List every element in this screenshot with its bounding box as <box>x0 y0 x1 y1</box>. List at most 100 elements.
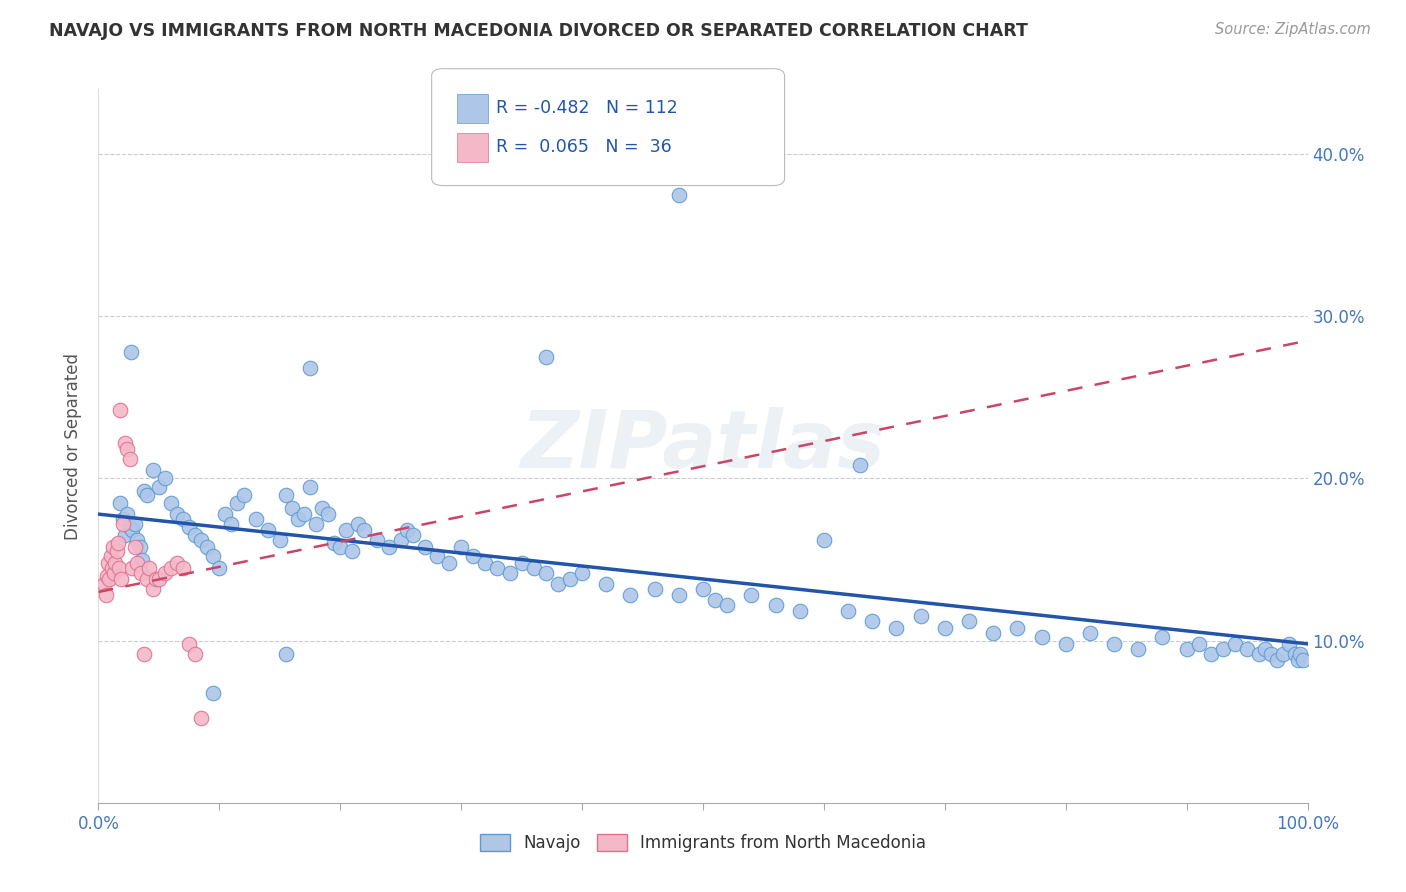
Point <box>765 598 787 612</box>
Point <box>486 560 509 574</box>
Point <box>849 458 872 473</box>
Point <box>1267 653 1289 667</box>
Text: R = -0.482   N = 112: R = -0.482 N = 112 <box>496 99 678 118</box>
Y-axis label: Divorced or Separated: Divorced or Separated <box>65 352 83 540</box>
Point <box>160 560 183 574</box>
Point <box>789 604 811 618</box>
Legend: Navajo, Immigrants from North Macedonia: Navajo, Immigrants from North Macedonia <box>472 827 934 859</box>
Point <box>98 572 121 586</box>
Point <box>108 496 131 510</box>
Point <box>1292 653 1315 667</box>
Point <box>523 560 546 574</box>
Point <box>571 566 593 580</box>
Point <box>437 556 460 570</box>
Point <box>1236 641 1258 656</box>
Point <box>100 560 122 574</box>
Point <box>1278 637 1301 651</box>
Point <box>97 556 120 570</box>
Point <box>1223 637 1246 651</box>
Point <box>179 637 201 651</box>
Point <box>704 593 727 607</box>
Point <box>134 647 156 661</box>
Point <box>121 560 143 574</box>
Point <box>121 524 143 538</box>
Point <box>323 536 346 550</box>
Point <box>886 621 908 635</box>
Point <box>94 588 117 602</box>
Point <box>202 549 225 564</box>
Point <box>1289 647 1312 661</box>
Point <box>1284 647 1306 661</box>
Point <box>148 479 170 493</box>
Point <box>740 588 762 602</box>
Point <box>214 507 236 521</box>
Point <box>232 488 254 502</box>
Point <box>135 572 157 586</box>
Point <box>1054 637 1077 651</box>
Point <box>269 533 291 547</box>
Point <box>1212 641 1234 656</box>
Point <box>166 507 188 521</box>
Point <box>413 540 436 554</box>
Point <box>111 512 134 526</box>
Point <box>179 520 201 534</box>
Point <box>281 500 304 515</box>
Point <box>692 582 714 596</box>
Point <box>342 544 364 558</box>
Point <box>108 403 131 417</box>
Point <box>190 533 212 547</box>
Point <box>117 442 139 457</box>
Point <box>142 463 165 477</box>
Point <box>108 560 131 574</box>
Point <box>127 556 149 570</box>
Point <box>668 588 690 602</box>
Point <box>957 614 980 628</box>
Point <box>366 533 388 547</box>
Point <box>202 685 225 699</box>
Point <box>335 524 357 538</box>
Point <box>129 566 152 580</box>
Point <box>120 345 142 359</box>
Point <box>1249 647 1271 661</box>
Point <box>299 479 322 493</box>
Point <box>118 520 141 534</box>
Point <box>107 536 129 550</box>
Point <box>1128 641 1150 656</box>
Point <box>117 507 139 521</box>
Point <box>305 516 328 531</box>
Point <box>644 582 666 596</box>
Point <box>287 512 309 526</box>
Point <box>148 572 170 586</box>
Point <box>274 488 297 502</box>
Point <box>402 528 425 542</box>
Point <box>172 560 194 574</box>
Text: ZIPatlas: ZIPatlas <box>520 407 886 485</box>
Point <box>153 471 176 485</box>
Point <box>114 435 136 450</box>
Point <box>93 577 115 591</box>
Point <box>1175 641 1198 656</box>
Text: R =  0.065   N =  36: R = 0.065 N = 36 <box>496 138 672 156</box>
Text: NAVAJO VS IMMIGRANTS FROM NORTH MACEDONIA DIVORCED OR SEPARATED CORRELATION CHAR: NAVAJO VS IMMIGRANTS FROM NORTH MACEDONI… <box>49 22 1028 40</box>
Point <box>104 556 127 570</box>
Point <box>981 625 1004 640</box>
Point <box>534 350 557 364</box>
Point <box>128 540 150 554</box>
Point <box>292 507 315 521</box>
Point <box>316 507 339 521</box>
Point <box>299 361 322 376</box>
Point <box>1007 621 1029 635</box>
Point <box>329 540 352 554</box>
Point <box>142 582 165 596</box>
Point <box>1286 653 1309 667</box>
Point <box>498 566 520 580</box>
Point <box>101 540 124 554</box>
Point <box>547 577 569 591</box>
Point <box>595 577 617 591</box>
Point <box>619 588 641 602</box>
Point <box>118 452 141 467</box>
Point <box>463 549 485 564</box>
Point <box>716 598 738 612</box>
Point <box>96 568 118 582</box>
Point <box>1199 647 1222 661</box>
